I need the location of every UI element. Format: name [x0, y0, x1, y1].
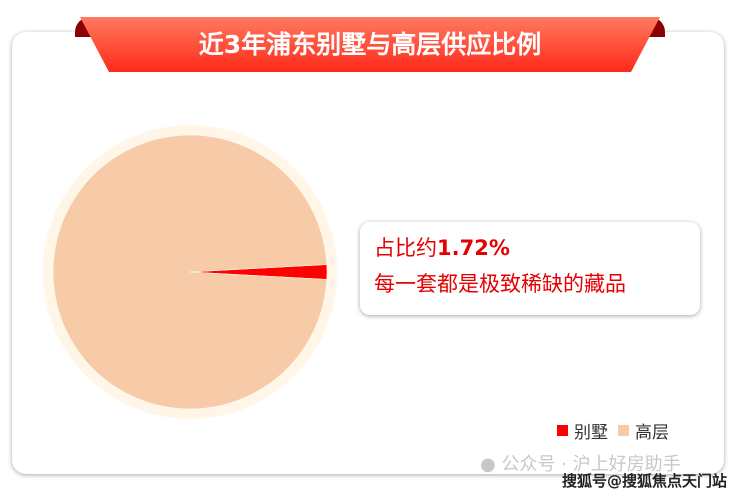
wechat-icon: ● — [480, 454, 496, 475]
callout-line1: 占比约1.72% — [374, 236, 510, 260]
legend-swatch-highrise — [618, 425, 629, 436]
callout-pointer — [333, 254, 362, 290]
callout-box: 占比约1.72% 每一套都是极致稀缺的藏品 — [360, 222, 700, 315]
legend: 别墅 高层 — [557, 418, 669, 443]
sohu-watermark: 搜狐号@搜狐焦点天门站 — [562, 472, 728, 490]
legend-swatch-villa — [557, 425, 568, 436]
chart-title: 近3年浦东别墅与高层供应比例 — [198, 30, 542, 59]
pie-slice-highrise — [52, 134, 328, 410]
title-ribbon — [80, 17, 660, 72]
wechat-watermark: ● 公众号 · 沪上好房助手 — [480, 454, 681, 475]
legend-label-highrise: 高层 — [635, 423, 669, 443]
legend-label-villa: 别墅 — [574, 423, 608, 443]
callout-line2: 每一套都是极致稀缺的藏品 — [374, 272, 626, 296]
